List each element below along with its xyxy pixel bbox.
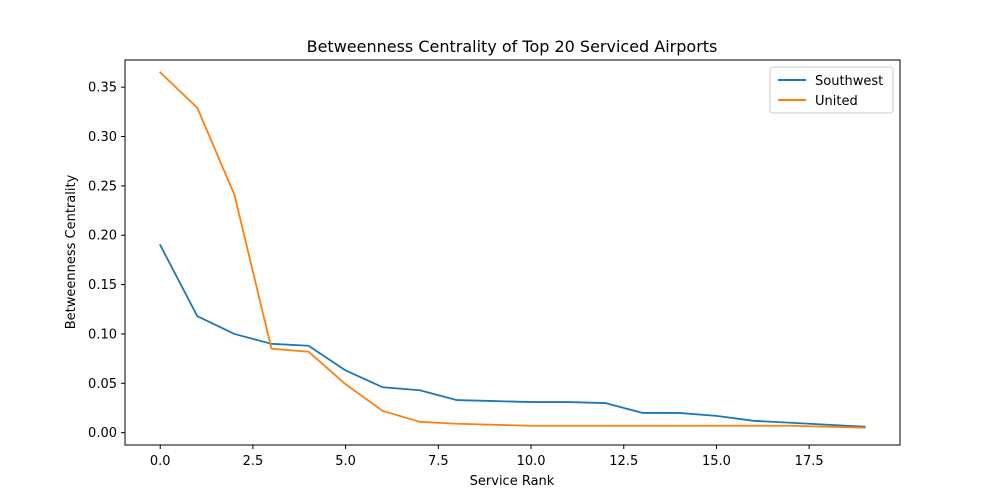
y-tick-label: 0.25 (88, 179, 117, 194)
y-axis-label: Betweenness Centrality (64, 174, 79, 329)
x-tick-label: 2.5 (243, 454, 264, 469)
y-tick-label: 0.30 (88, 130, 117, 145)
y-tick-label: 0.10 (88, 327, 117, 342)
x-tick-label: 0.0 (150, 454, 171, 469)
x-tick-label: 15.0 (702, 454, 731, 469)
x-tick-label: 10.0 (517, 454, 546, 469)
y-tick-label: 0.35 (88, 81, 117, 96)
y-tick-label: 0.15 (88, 278, 117, 293)
series-line-united (158, 71, 866, 429)
x-axis-label: Service Rank (470, 474, 555, 489)
legend-box (769, 66, 894, 114)
chart-title: Betweenness Centrality of Top 20 Service… (307, 37, 718, 56)
series-line-southwest (159, 243, 866, 428)
y-tick-label: 0.00 (88, 426, 117, 441)
legend-label-southwest: Southwest (815, 74, 883, 89)
x-tick-label: 12.5 (609, 454, 638, 469)
x-axis-ticks: 0.0 2.5 5.0 7.5 10.0 12.5 15.0 17.5 (150, 445, 824, 469)
legend-label-united: United (815, 94, 858, 109)
plot-lines (158, 71, 866, 429)
legend: Southwest United (769, 66, 894, 114)
x-tick-label: 7.5 (428, 454, 449, 469)
x-tick-label: 17.5 (795, 454, 824, 469)
x-tick-label: 5.0 (335, 454, 356, 469)
y-axis-ticks: 0.00 0.05 0.10 0.15 0.20 0.25 0.30 0.35 (88, 81, 125, 441)
plot-frame (124, 59, 901, 446)
y-tick-label: 0.20 (88, 229, 117, 244)
y-tick-label: 0.05 (88, 377, 117, 392)
